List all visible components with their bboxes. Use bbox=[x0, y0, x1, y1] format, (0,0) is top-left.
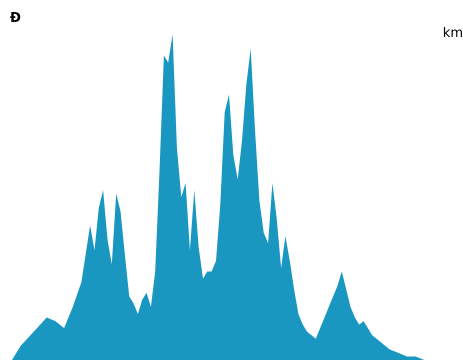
y-axis-label: Ð bbox=[10, 11, 21, 26]
x-axis-unit-label: km bbox=[442, 26, 463, 41]
series-area bbox=[12, 34, 446, 361]
